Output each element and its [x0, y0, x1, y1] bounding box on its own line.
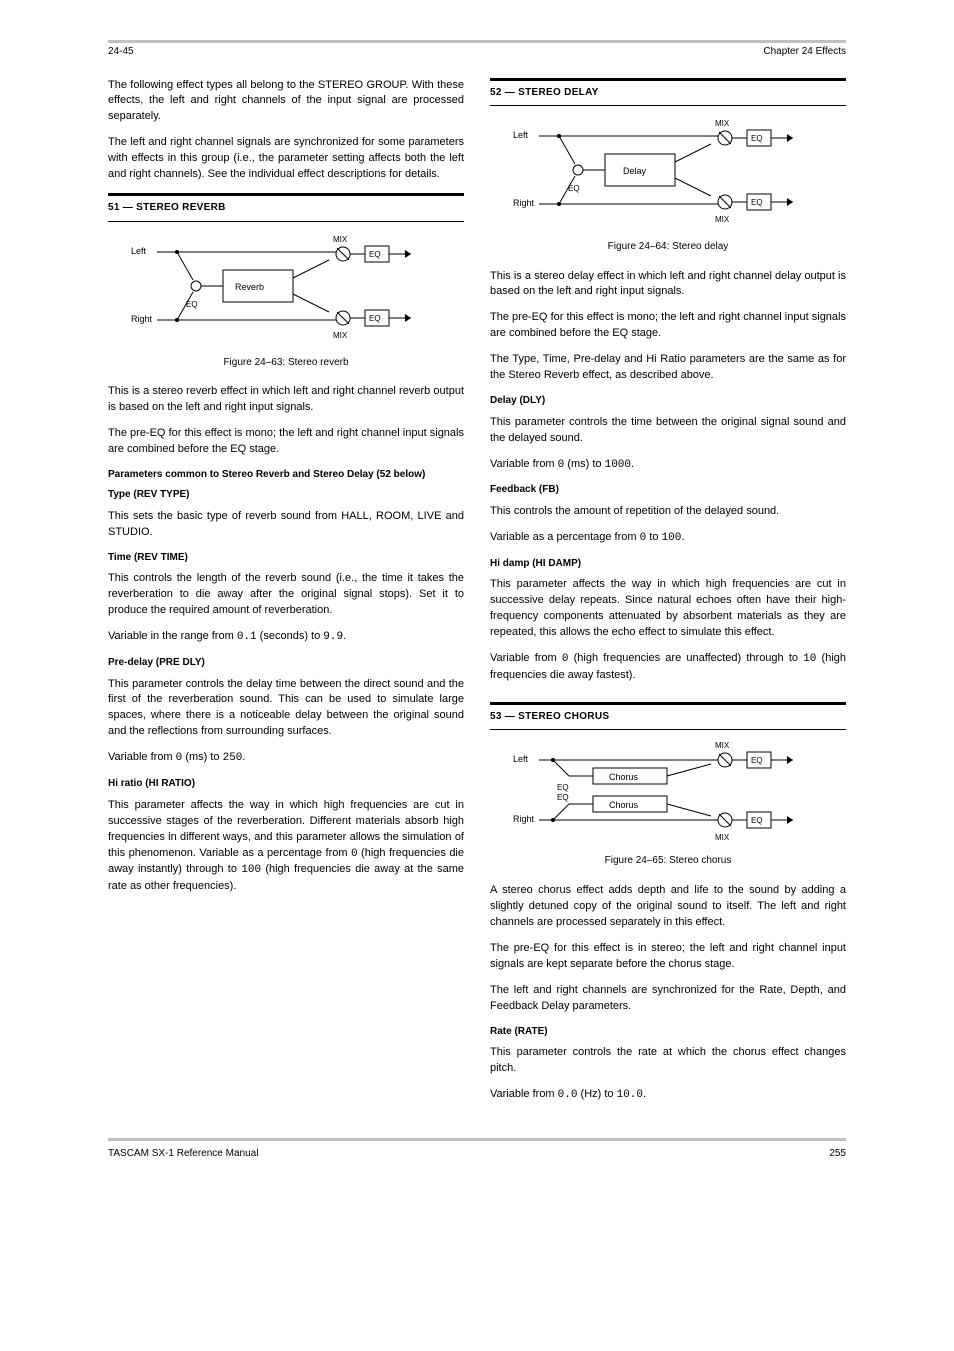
sec53-p3: The left and right channels are synchron…: [490, 983, 846, 1015]
sec51-h-hi: Hi ratio (HI RATIO): [108, 777, 464, 792]
sec53-p-rate: This parameter controls the rate at whic…: [490, 1045, 846, 1077]
sec52-h-fb: Feedback (FB): [490, 483, 846, 498]
sec52-p3: The Type, Time, Pre-delay and Hi Ratio p…: [490, 352, 846, 384]
sec53-p-rate-range: Variable from 0.0 (Hz) to 10.0.: [490, 1087, 846, 1104]
svg-text:Chorus: Chorus: [609, 772, 639, 782]
sec52-title: 52 — STEREO DELAY: [490, 78, 846, 107]
header-page: 24-45: [108, 45, 134, 60]
svg-text:EQ: EQ: [751, 816, 763, 825]
sec52-p-dly: This parameter controls the time between…: [490, 415, 846, 447]
intro-p1: The following effect types all belong to…: [108, 78, 464, 126]
svg-text:Right: Right: [131, 314, 153, 324]
svg-text:EQ: EQ: [751, 756, 763, 765]
sec51-p2: The pre-EQ for this effect is mono; the …: [108, 426, 464, 458]
svg-text:Left: Left: [131, 246, 147, 256]
sec52-p-dly-range: Variable from 0 (ms) to 1000.: [490, 457, 846, 474]
svg-text:MIX: MIX: [333, 235, 348, 244]
sec53-title: 53 — STEREO CHORUS: [490, 702, 846, 731]
svg-text:Chorus: Chorus: [609, 800, 639, 810]
svg-text:MIX: MIX: [333, 331, 348, 340]
sec51-sub-common: Parameters common to Stereo Reverb and S…: [108, 468, 464, 483]
sec53-p2: The pre-EQ for this effect is in stereo;…: [490, 941, 846, 973]
sec52-p-fb-range: Variable as a percentage from 0 to 100.: [490, 530, 846, 547]
svg-text:EQ: EQ: [557, 793, 569, 802]
svg-text:EQ: EQ: [186, 300, 198, 309]
svg-text:EQ: EQ: [751, 134, 763, 143]
header-title: Chapter 24 Effects: [763, 45, 846, 60]
sec52-h-dly: Delay (DLY): [490, 394, 846, 409]
svg-text:Reverb: Reverb: [235, 282, 264, 292]
sec51-p-time-range: Variable in the range from 0.1 (seconds)…: [108, 629, 464, 646]
fig-53-diagram: Left EQ Chorus MIX EQ: [490, 740, 846, 850]
sec52-p2: The pre-EQ for this effect is mono; the …: [490, 310, 846, 342]
sec51-p1: This is a stereo reverb effect in which …: [108, 384, 464, 416]
fig-51-diagram: Left Right EQ Reverb: [108, 232, 464, 352]
sec51-h-predly: Pre-delay (PRE DLY): [108, 656, 464, 671]
sec51-h-type: Type (REV TYPE): [108, 488, 464, 503]
sec51-p-predly: This parameter controls the delay time b…: [108, 677, 464, 741]
svg-text:EQ: EQ: [751, 198, 763, 207]
sec51-p-hi: This parameter affects the way in which …: [108, 798, 464, 896]
footer-right: 255: [829, 1147, 846, 1162]
svg-text:EQ: EQ: [568, 184, 580, 193]
sec51-p-time: This controls the length of the reverb s…: [108, 571, 464, 619]
fig-52-caption: Figure 24–64: Stereo delay: [490, 240, 846, 255]
sec51-title: 51 — STEREO REVERB: [108, 193, 464, 222]
sec51-p-type: This sets the basic type of reverb sound…: [108, 509, 464, 541]
sec52-p1: This is a stereo delay effect in which l…: [490, 269, 846, 301]
sec53-h-rate: Rate (RATE): [490, 1025, 846, 1040]
svg-text:Delay: Delay: [623, 166, 647, 176]
sec51-h-time: Time (REV TIME): [108, 551, 464, 566]
svg-text:Left: Left: [513, 754, 529, 764]
intro-p2: The left and right channel signals are s…: [108, 135, 464, 183]
footer-left: TASCAM SX-1 Reference Manual: [108, 1147, 258, 1162]
svg-text:MIX: MIX: [715, 119, 730, 128]
svg-text:Left: Left: [513, 130, 529, 140]
sec53-p1: A stereo chorus effect adds depth and li…: [490, 883, 846, 931]
sec52-h-hd: Hi damp (HI DAMP): [490, 557, 846, 572]
svg-text:EQ: EQ: [557, 783, 569, 792]
sec52-p-hd: This parameter affects the way in which …: [490, 577, 846, 641]
fig-52-diagram: Left Right EQ Delay: [490, 116, 846, 236]
fig-53-caption: Figure 24–65: Stereo chorus: [490, 854, 846, 869]
svg-text:MIX: MIX: [715, 215, 730, 224]
svg-text:MIX: MIX: [715, 833, 730, 842]
sec52-p-fb: This controls the amount of repetition o…: [490, 504, 846, 520]
svg-text:EQ: EQ: [369, 250, 381, 259]
svg-text:Right: Right: [513, 198, 535, 208]
sec52-p-hd-range: Variable from 0 (high frequencies are un…: [490, 651, 846, 684]
sec51-p-predly-range: Variable from 0 (ms) to 250.: [108, 750, 464, 767]
svg-text:Right: Right: [513, 814, 535, 824]
svg-text:MIX: MIX: [715, 741, 730, 750]
fig-51-caption: Figure 24–63: Stereo reverb: [108, 356, 464, 371]
svg-text:EQ: EQ: [369, 314, 381, 323]
